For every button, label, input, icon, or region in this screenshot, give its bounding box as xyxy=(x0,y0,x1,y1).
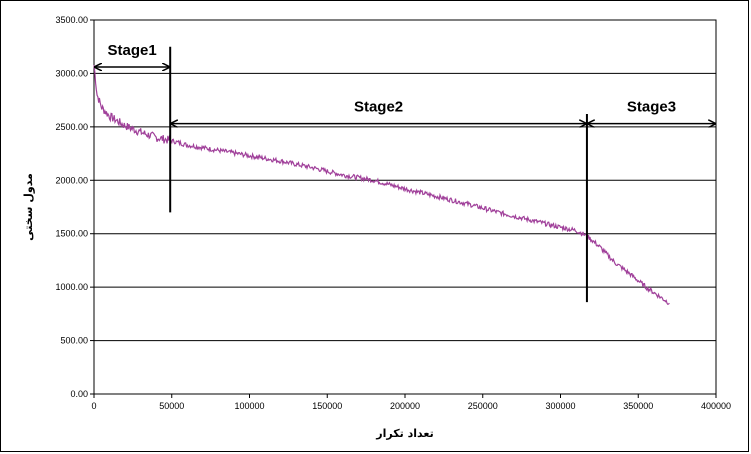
x-tick-label: 100000 xyxy=(234,401,264,411)
y-tick-label: 500.00 xyxy=(60,336,88,346)
plot-area xyxy=(93,19,717,395)
x-tick-label: 200000 xyxy=(390,401,420,411)
y-tick-label: 3500.00 xyxy=(55,15,88,25)
x-tick-label: 350000 xyxy=(623,401,653,411)
x-axis-title: تعداد تکرار xyxy=(375,427,433,440)
y-tick-label: 1000.00 xyxy=(55,282,88,292)
stage-label: Stage1 xyxy=(107,42,156,59)
tick-layer: 0.00 500.00 1000.00 1500.00 2000.00 2500.00 30… xyxy=(55,15,731,411)
x-tick-label: 0 xyxy=(91,401,96,411)
x-tick-label: 400000 xyxy=(701,401,731,411)
x-tick-label: 250000 xyxy=(468,401,498,411)
y-tick-label: 1500.00 xyxy=(55,229,88,239)
y-tick-label: 3000.00 xyxy=(55,68,88,78)
y-axis-title: مدول سختی xyxy=(22,173,35,241)
x-tick-label: 150000 xyxy=(312,401,342,411)
series-line xyxy=(93,64,670,306)
y-tick-label: 2000.00 xyxy=(55,175,88,185)
y-tick-label: 2500.00 xyxy=(55,122,88,132)
stage-label: Stage2 xyxy=(354,99,403,116)
annotation-layer: Stage1 Stage2 Stage3 xyxy=(95,42,715,303)
series-layer xyxy=(93,64,670,306)
y-tick-label: 0.00 xyxy=(70,389,88,399)
stage-label: Stage3 xyxy=(627,99,676,116)
x-tick-label: 300000 xyxy=(545,401,575,411)
x-tick-label: 50000 xyxy=(159,401,184,411)
